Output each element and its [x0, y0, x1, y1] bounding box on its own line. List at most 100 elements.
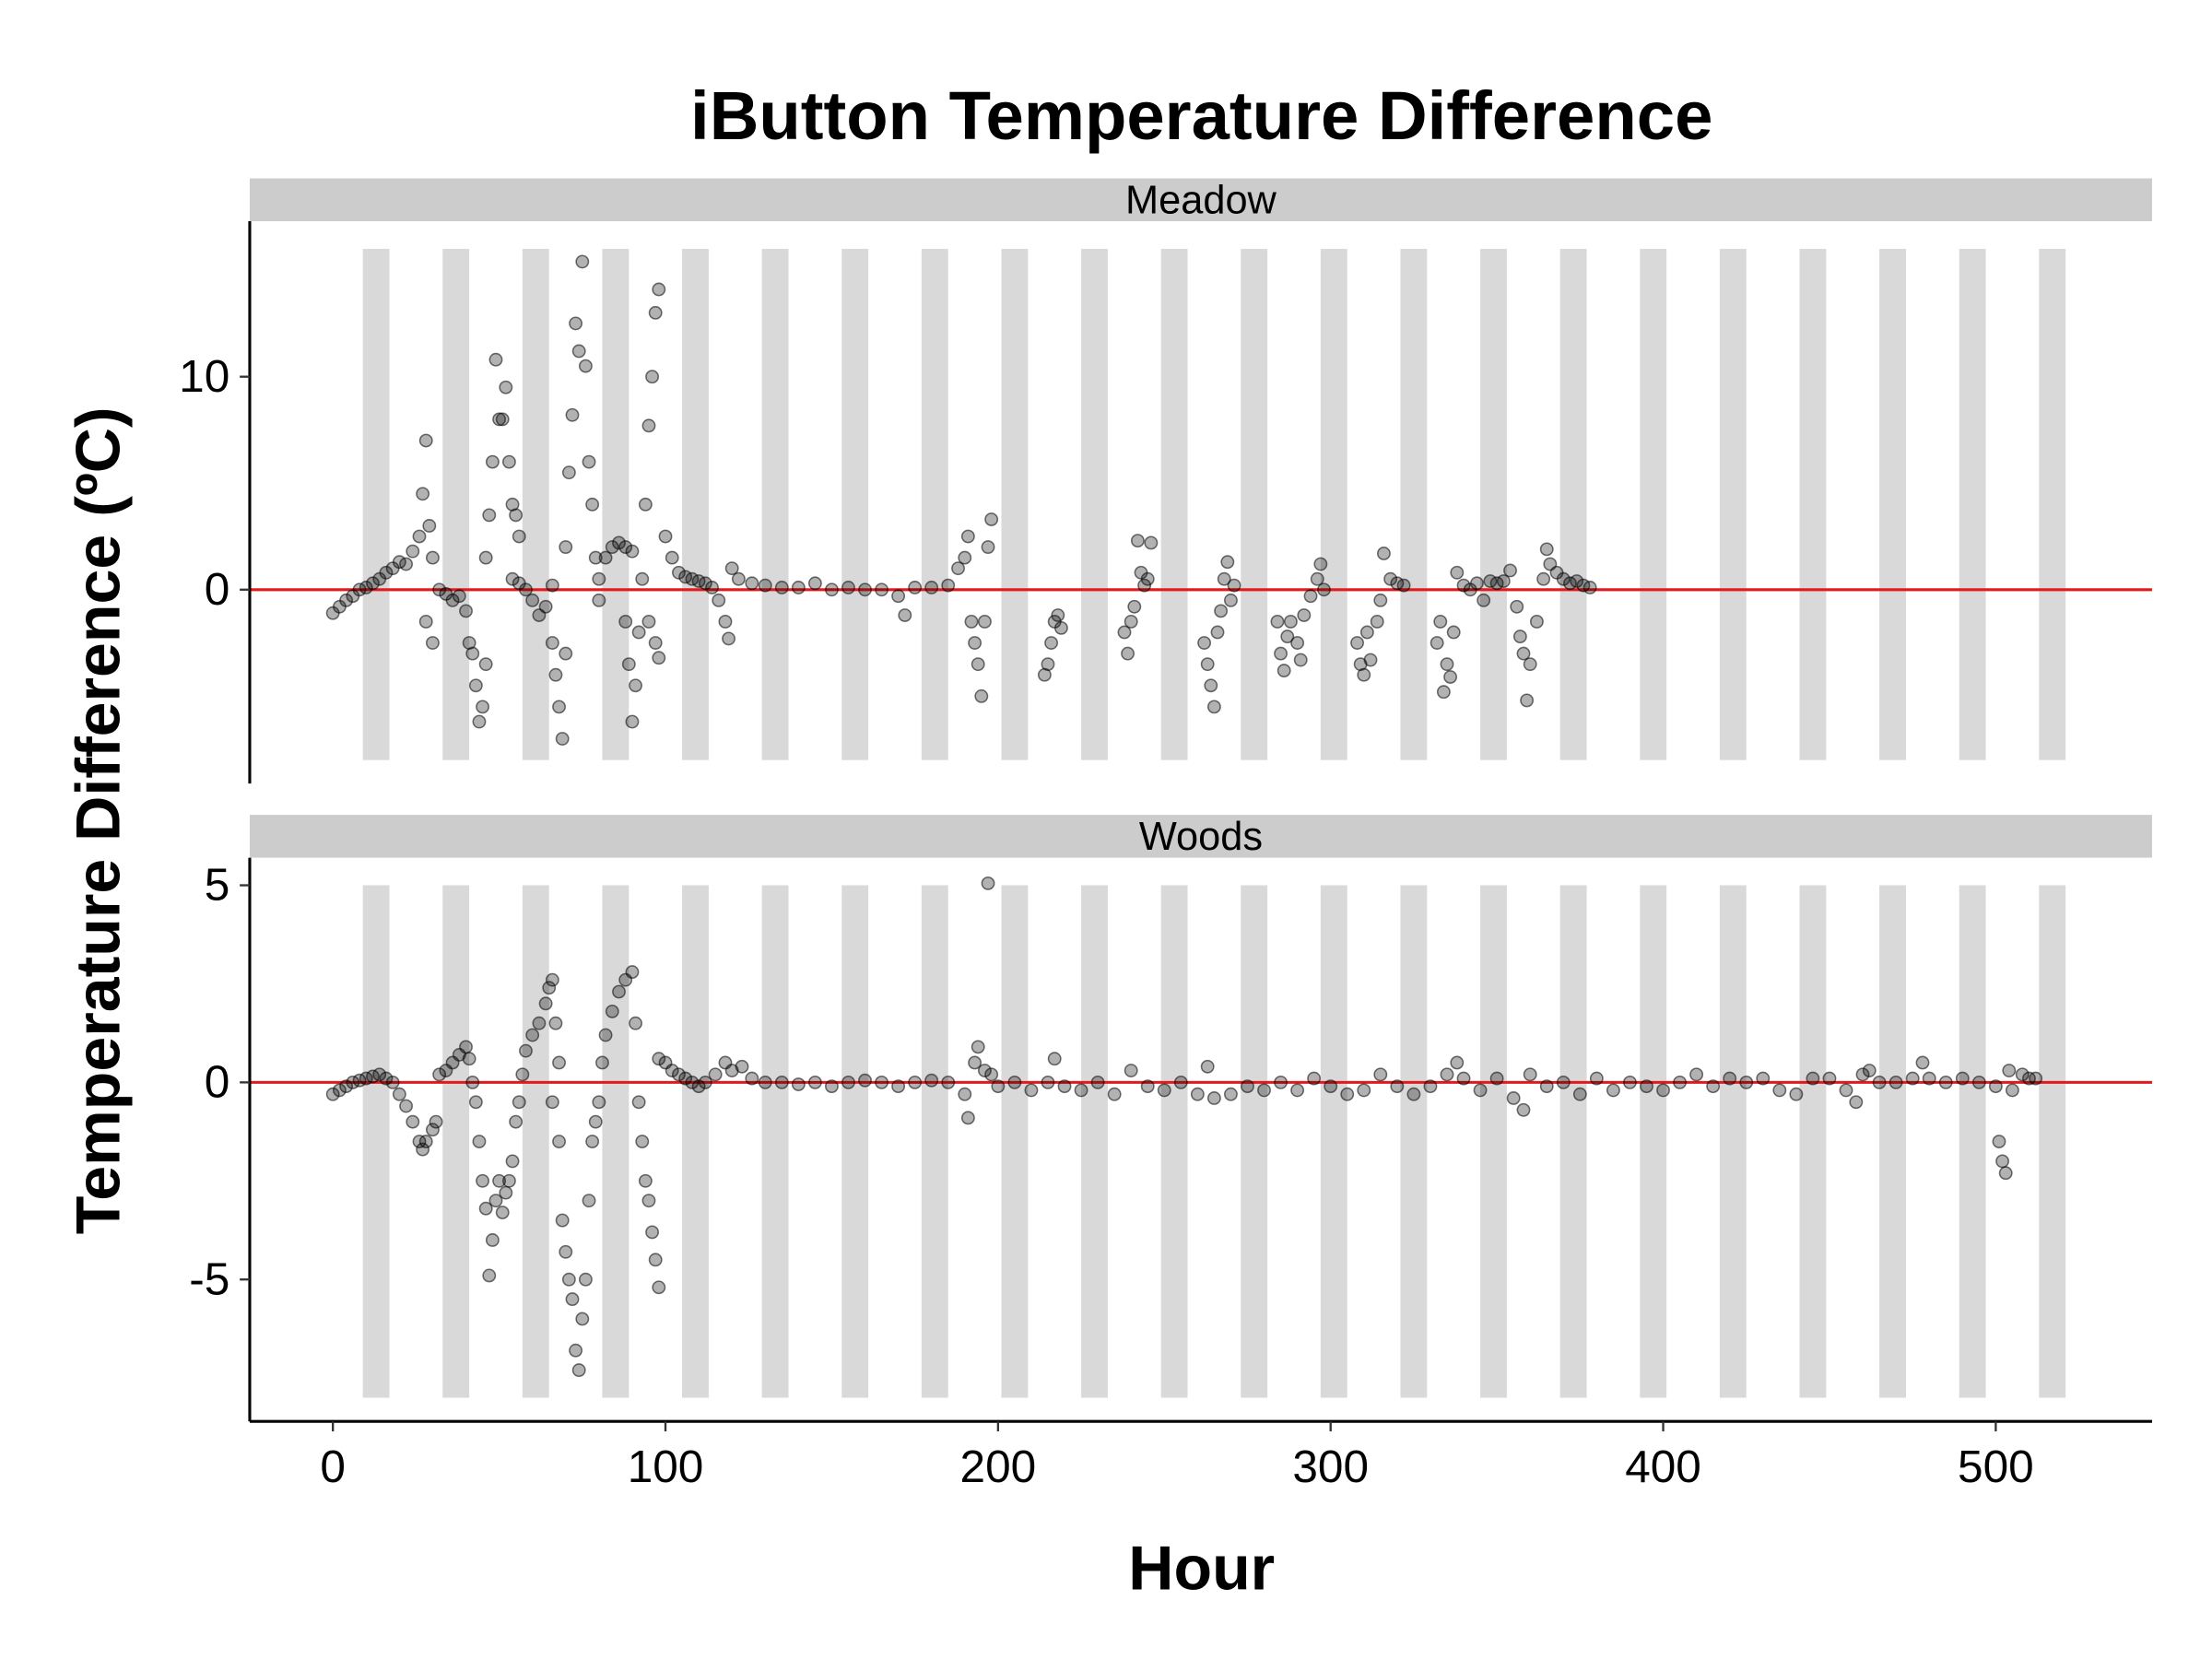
- night-band: [1320, 249, 1347, 760]
- night-band: [2039, 885, 2066, 1398]
- data-point: [1450, 565, 1465, 580]
- data-point: [545, 636, 559, 650]
- data-point: [977, 1064, 992, 1077]
- data-point: [422, 519, 437, 533]
- data-point: [1047, 1052, 1062, 1066]
- data-point: [1516, 646, 1531, 661]
- data-point: [1224, 593, 1238, 607]
- y-axis-label: Temperature Difference (ºC): [63, 406, 133, 1234]
- data-point: [648, 1253, 663, 1267]
- data-point: [519, 582, 533, 597]
- data-point: [708, 1067, 723, 1082]
- x-tick-label: 100: [628, 1441, 704, 1492]
- data-point: [1477, 593, 1491, 607]
- data-point: [578, 359, 593, 373]
- data-point: [538, 996, 553, 1011]
- data-point: [960, 1111, 975, 1125]
- data-point: [1307, 1071, 1322, 1086]
- data-point: [485, 1233, 500, 1247]
- data-point: [705, 581, 719, 594]
- data-point: [1197, 636, 1212, 650]
- data-point: [399, 1099, 413, 1113]
- data-point: [1556, 571, 1571, 586]
- night-band: [921, 249, 948, 760]
- data-point: [478, 657, 493, 672]
- data-point: [485, 454, 500, 469]
- data-point: [618, 540, 633, 554]
- data-point: [1723, 1071, 1737, 1086]
- data-point: [2002, 1064, 2017, 1077]
- data-point: [512, 1095, 526, 1110]
- data-point: [971, 1040, 985, 1054]
- data-point: [492, 1173, 507, 1188]
- data-point: [1489, 1071, 1504, 1086]
- night-band: [1799, 885, 1827, 1398]
- data-point: [605, 540, 619, 554]
- night-band: [682, 249, 709, 760]
- data-point: [1938, 1075, 1953, 1089]
- night-band: [1640, 249, 1667, 760]
- data-point: [672, 1067, 686, 1082]
- data-point: [1396, 578, 1411, 593]
- y-tick-label: 0: [205, 1057, 230, 1108]
- night-band: [841, 885, 869, 1398]
- data-point: [1206, 1091, 1221, 1105]
- data-point: [908, 1075, 923, 1089]
- x-tick-label: 500: [1958, 1441, 2034, 1492]
- night-band: [2039, 249, 2066, 760]
- data-point: [478, 550, 493, 565]
- data-point: [1383, 571, 1398, 586]
- data-point: [1772, 1083, 1787, 1098]
- night-band: [362, 249, 390, 760]
- data-point: [1357, 1083, 1371, 1098]
- data-point: [1057, 1079, 1072, 1094]
- data-point: [958, 1087, 972, 1101]
- data-point: [495, 1206, 510, 1219]
- data-point: [991, 1079, 1006, 1094]
- data-point: [724, 561, 739, 576]
- data-point: [1572, 1087, 1587, 1101]
- data-point: [1443, 670, 1458, 684]
- data-point: [532, 1016, 547, 1030]
- data-point: [672, 565, 686, 580]
- data-point: [545, 972, 559, 987]
- data-point: [571, 1363, 586, 1378]
- data-point: [1277, 664, 1291, 678]
- data-point: [575, 254, 590, 269]
- data-point: [499, 1185, 513, 1200]
- data-point: [418, 1135, 433, 1148]
- data-point: [665, 1064, 679, 1077]
- data-point: [825, 582, 839, 597]
- data-point: [648, 636, 663, 650]
- data-point: [1470, 576, 1484, 591]
- data-point: [418, 615, 433, 629]
- data-point: [588, 550, 603, 565]
- data-point: [1756, 1071, 1771, 1086]
- data-point: [1130, 534, 1145, 548]
- night-band: [1001, 885, 1029, 1398]
- data-point: [406, 1114, 420, 1129]
- y-tick-label: -5: [189, 1253, 229, 1304]
- data-point: [385, 1075, 400, 1089]
- data-point: [1117, 625, 1132, 640]
- data-point: [432, 582, 447, 597]
- data-point: [578, 1272, 593, 1287]
- data-point: [698, 1075, 712, 1089]
- night-band: [602, 885, 629, 1398]
- data-point: [1157, 1083, 1171, 1098]
- data-point: [332, 1083, 347, 1098]
- data-point: [1523, 657, 1537, 672]
- data-point: [1127, 599, 1142, 614]
- night-band: [841, 249, 869, 760]
- night-band: [1480, 885, 1507, 1398]
- data-point: [1324, 1079, 1338, 1094]
- data-point: [1310, 571, 1324, 586]
- data-point: [774, 581, 789, 594]
- data-point: [478, 1201, 493, 1216]
- data-point: [1357, 667, 1371, 682]
- night-band: [1081, 885, 1108, 1398]
- data-point: [582, 454, 596, 469]
- data-point: [525, 593, 540, 607]
- data-point: [482, 1268, 497, 1283]
